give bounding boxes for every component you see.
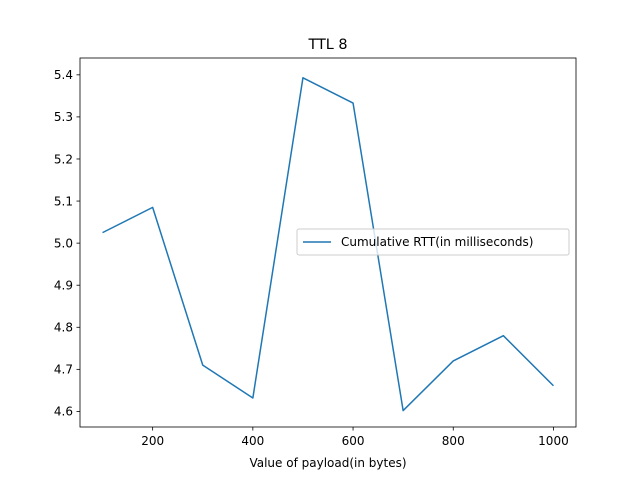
legend-label: Cumulative RTT(in milliseconds) <box>341 235 533 249</box>
y-tick-label: 4.9 <box>54 279 73 293</box>
y-tick-label: 4.7 <box>54 363 73 377</box>
y-tick-label: 5.1 <box>54 194 73 208</box>
chart-title: TTL 8 <box>307 37 347 53</box>
y-tick-label: 5.2 <box>54 152 73 166</box>
y-tick-label: 5.0 <box>54 236 73 250</box>
series-line-0 <box>102 77 554 412</box>
x-tick-label: 400 <box>241 434 264 448</box>
legend: Cumulative RTT(in milliseconds) <box>296 228 570 256</box>
x-tick-label: 200 <box>141 434 164 448</box>
x-tick-label: 600 <box>342 434 365 448</box>
y-tick-label: 5.4 <box>54 68 73 82</box>
legend-box <box>296 228 570 256</box>
plot-area: 200 400 600 800 1000 4.6 4.7 4.8 4.9 5.0 5.1 5.2 5.3… <box>54 57 577 448</box>
x-tick-label: 1000 <box>538 434 569 448</box>
y-tick-label: 5.3 <box>54 110 73 124</box>
y-tick-label: 4.6 <box>54 405 73 419</box>
axes-frame <box>79 57 577 428</box>
x-axis-label: Value of payload(in bytes) <box>249 456 406 470</box>
x-tick-label: 800 <box>442 434 465 448</box>
y-tick-label: 4.8 <box>54 321 73 335</box>
